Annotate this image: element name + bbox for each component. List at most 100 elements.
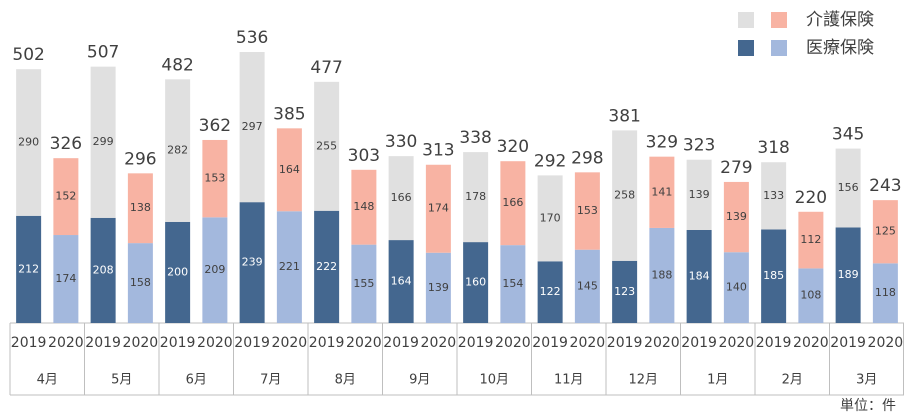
total-label: 338 (459, 128, 491, 148)
value-label: 155 (353, 277, 374, 290)
group-label: 11月 (554, 373, 584, 388)
total-label: 502 (12, 45, 44, 65)
bar-segment (276, 211, 302, 323)
bar-segment (239, 202, 265, 323)
x-tick-label: 2019 (830, 335, 866, 351)
x-tick-label: 2020 (570, 335, 606, 351)
value-label: 239 (242, 256, 263, 269)
value-label: 122 (540, 285, 561, 298)
total-label: 362 (199, 116, 231, 136)
value-label: 133 (763, 189, 784, 202)
value-label: 123 (614, 285, 635, 298)
value-label: 255 (316, 139, 337, 152)
legend-swatch (771, 40, 787, 56)
bar-segment (202, 217, 228, 323)
x-tick-label: 2020 (719, 335, 755, 351)
bar-segment (835, 227, 861, 323)
bar-segment (127, 243, 153, 323)
total-label: 323 (683, 136, 715, 156)
bar-segment (723, 252, 749, 323)
value-label: 178 (465, 190, 486, 203)
bar-segment (686, 159, 712, 230)
group-label: 10月 (479, 373, 509, 388)
value-label: 139 (689, 188, 710, 201)
x-tick-label: 2020 (346, 335, 382, 351)
value-label: 152 (55, 190, 76, 203)
value-label: 164 (391, 275, 412, 288)
x-tick-label: 2020 (868, 335, 904, 351)
total-label: 313 (422, 141, 454, 161)
bar-segment (276, 128, 302, 212)
value-label: 138 (130, 201, 151, 214)
value-label: 125 (875, 225, 896, 238)
value-label: 209 (204, 263, 225, 276)
x-tick-label: 2019 (11, 335, 47, 351)
group-label: 4月 (37, 373, 58, 388)
bar-segment (612, 260, 638, 323)
x-tick-label: 2019 (309, 335, 345, 351)
value-label: 222 (316, 260, 337, 273)
value-label: 153 (577, 204, 598, 217)
group-label: 7月 (260, 373, 281, 388)
total-label: 482 (161, 55, 193, 75)
bar-segment (872, 200, 898, 264)
value-label: 145 (577, 279, 598, 292)
value-label: 166 (502, 196, 523, 209)
x-tick-label: 2019 (458, 335, 494, 351)
bar-segment (90, 66, 116, 218)
group-label: 12月 (628, 373, 658, 388)
value-label: 112 (800, 233, 821, 246)
unit-label: 単位：件 (840, 398, 896, 414)
value-label: 170 (540, 211, 561, 224)
bar-segment (463, 242, 489, 323)
legend-swatch (738, 40, 754, 56)
bar-segment (500, 245, 526, 323)
bar-segment (53, 235, 79, 323)
value-label: 297 (242, 120, 263, 133)
group-label: 8月 (335, 373, 356, 388)
value-label: 139 (428, 281, 449, 294)
total-label: 385 (273, 104, 305, 124)
bar-segment (425, 252, 451, 323)
bar-segment (90, 217, 116, 323)
group-label: 6月 (186, 373, 207, 388)
value-label: 139 (726, 210, 747, 223)
x-tick-label: 2019 (756, 335, 792, 351)
total-label: 381 (608, 106, 640, 126)
value-label: 108 (800, 289, 821, 302)
value-label: 166 (391, 191, 412, 204)
group-label: 1月 (707, 373, 728, 388)
value-label: 141 (651, 185, 672, 198)
x-tick-label: 2019 (532, 335, 568, 351)
bar-segment (16, 69, 42, 216)
bar-segment (202, 139, 228, 218)
value-label: 282 (167, 144, 188, 157)
group-label: 9月 (409, 373, 430, 388)
value-label: 153 (204, 172, 225, 185)
bar-segment (165, 79, 191, 222)
bar-segment (649, 227, 675, 323)
total-label: 326 (50, 134, 82, 154)
total-label: 243 (869, 176, 901, 196)
x-tick-label: 2019 (681, 335, 717, 351)
total-label: 477 (310, 58, 342, 78)
group-label: 3月 (856, 373, 877, 388)
bar-segment (798, 211, 824, 269)
x-tick-label: 2020 (495, 335, 531, 351)
bar-segment (16, 215, 42, 323)
value-label: 189 (838, 268, 859, 281)
total-label: 296 (124, 149, 156, 169)
bar-segment (574, 172, 600, 250)
bar-segment (798, 268, 824, 323)
bar-segment (463, 152, 489, 243)
bar-segment (351, 169, 377, 245)
total-label: 536 (236, 28, 268, 48)
bar-segment (686, 229, 712, 323)
value-label: 160 (465, 276, 486, 289)
total-label: 303 (348, 146, 380, 166)
bar-segment (127, 173, 153, 244)
value-label: 164 (279, 163, 300, 176)
bar-segment (649, 156, 675, 228)
bar-segment (537, 175, 563, 262)
